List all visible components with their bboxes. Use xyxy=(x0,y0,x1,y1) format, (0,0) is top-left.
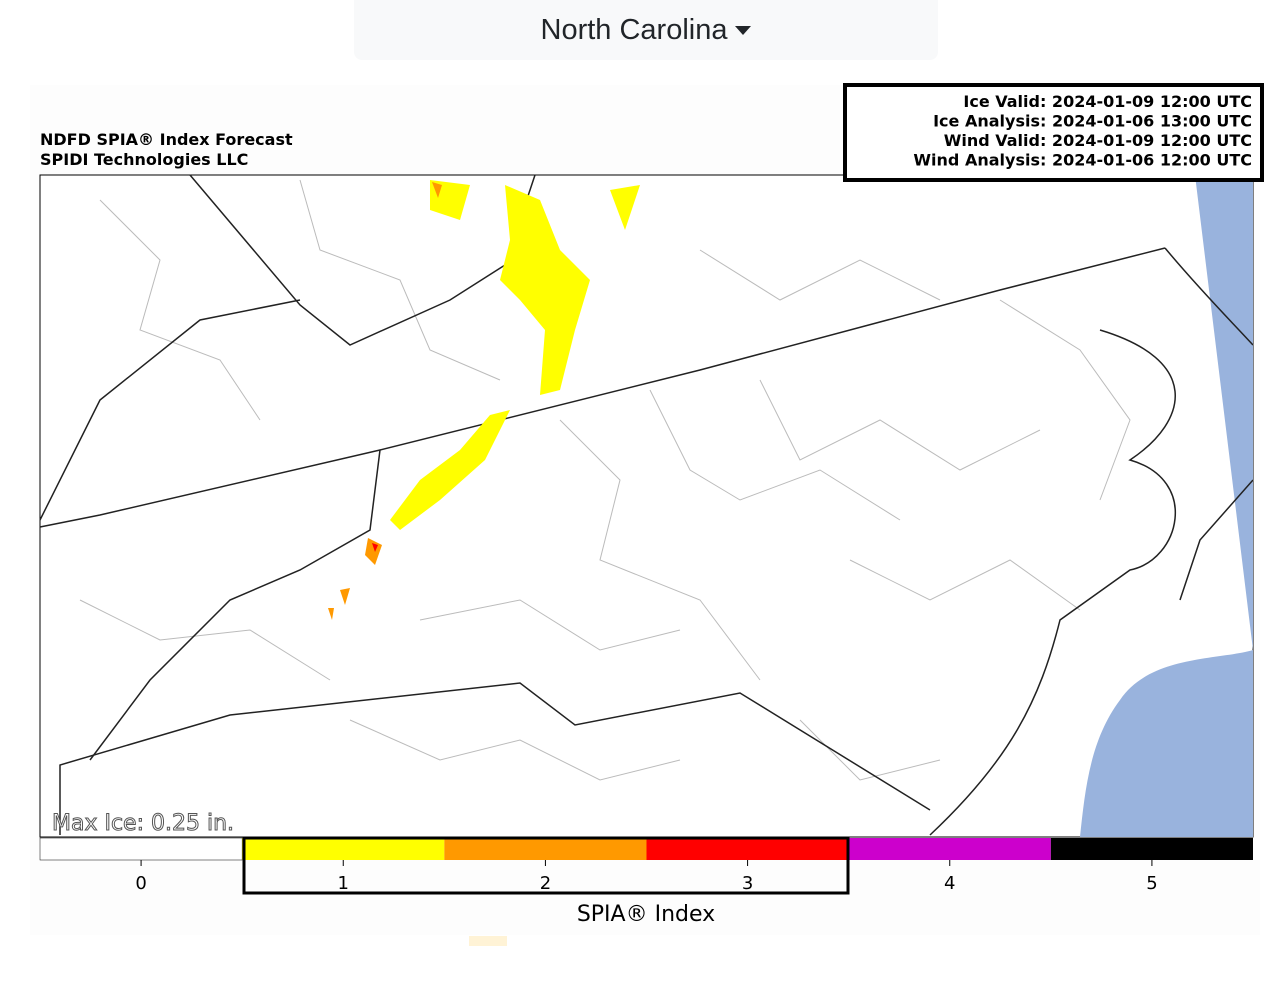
title-line: SPIDI Technologies LLC xyxy=(40,150,248,169)
colorbar-label: SPIA® Index xyxy=(577,902,715,927)
ice-area xyxy=(372,543,378,552)
time-box xyxy=(843,83,1264,182)
tick-label: 5 xyxy=(1146,873,1157,894)
colorbar-segment xyxy=(848,838,1051,860)
ice-area xyxy=(500,185,590,395)
tick-label: 3 xyxy=(742,873,753,894)
tick-label: 1 xyxy=(338,873,349,894)
max-ice: Max Ice: 0.25 in. xyxy=(52,811,234,836)
tick-label: 4 xyxy=(944,873,955,894)
artifact xyxy=(469,936,507,946)
title-line: NDFD SPIA® Index Forecast xyxy=(40,130,293,149)
ice-areas xyxy=(328,180,640,620)
caret xyxy=(735,25,752,35)
county-lines xyxy=(79,179,1131,781)
time-stamp: Ice Analysis: 2024-01-06 13:00 UTC xyxy=(933,112,1252,131)
tick-label: 0 xyxy=(135,873,146,894)
map-frame xyxy=(39,174,1254,838)
state-dropdown[interactable]: North Carolina xyxy=(354,0,938,60)
time-stamp: Wind Valid: 2024-01-09 12:00 UTC xyxy=(944,131,1252,150)
ocean xyxy=(1080,175,1253,837)
ice-area xyxy=(365,538,382,565)
map xyxy=(39,174,1254,838)
colorbar-segment xyxy=(646,838,849,860)
time-stamp: Wind Analysis: 2024-01-06 12:00 UTC xyxy=(913,151,1252,170)
colorbar-segment xyxy=(444,838,647,860)
colorbar-segment xyxy=(242,838,445,860)
colorbar-segment xyxy=(1050,838,1253,860)
colorbar-segment xyxy=(39,837,243,861)
tick-label: 2 xyxy=(540,873,551,894)
state-borders xyxy=(39,174,1254,836)
highlight-box xyxy=(242,836,850,895)
ice-area xyxy=(390,410,510,530)
dropdown-label: North Carolina xyxy=(540,13,728,46)
time-stamp: Ice Valid: 2024-01-09 12:00 UTC xyxy=(963,92,1252,111)
ice-area xyxy=(430,180,640,230)
ocean xyxy=(1195,175,1253,250)
